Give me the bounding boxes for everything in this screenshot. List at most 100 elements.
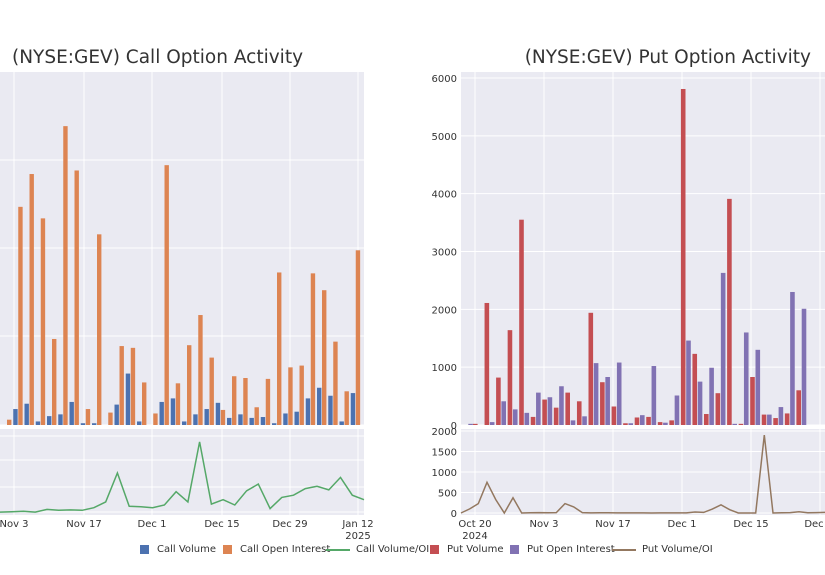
call-open-interest-bar bbox=[243, 377, 248, 425]
put-x-tick-sublabel: 2024 bbox=[462, 531, 487, 542]
call-open-interest-bar bbox=[232, 376, 237, 425]
put-volume-bar bbox=[796, 390, 801, 425]
put-chart-title: (NYSE:GEV) Put Option Activity bbox=[524, 47, 811, 68]
legend-item[interactable]: Call Volume bbox=[140, 544, 216, 555]
call-volume-oi-line bbox=[0, 441, 365, 513]
put-volume-bar bbox=[576, 401, 582, 425]
put-ratio-y-tick-label: 500 bbox=[438, 489, 457, 500]
call-volume-bar bbox=[339, 421, 344, 425]
call-open-interest-bar bbox=[265, 378, 271, 425]
call-open-interest-bar bbox=[198, 315, 203, 425]
put-y-tick-label: 6000 bbox=[432, 74, 457, 85]
call-x-tick-label: Dec 15 bbox=[204, 519, 239, 530]
call-open-interest-bar bbox=[355, 250, 361, 425]
put-y-tick-label: 4000 bbox=[432, 190, 457, 201]
call-volume-bar bbox=[159, 401, 164, 425]
put-volume-bar bbox=[519, 219, 524, 425]
put-open-interest-bar bbox=[674, 395, 680, 425]
call-volume-bar bbox=[58, 414, 63, 425]
put-volume-bar bbox=[646, 416, 651, 425]
put-volume-bar bbox=[784, 413, 790, 425]
put-open-interest-bar bbox=[593, 363, 599, 425]
put-open-interest-bar bbox=[743, 332, 749, 425]
legend-item[interactable]: Call Open Interest bbox=[223, 544, 330, 555]
call-volume-bar bbox=[305, 398, 311, 425]
call-open-interest-bar bbox=[288, 367, 293, 425]
put-open-interest-bar bbox=[732, 423, 737, 425]
call-open-interest-bar bbox=[254, 407, 259, 425]
put-volume-bar bbox=[715, 393, 721, 425]
call-x-tick-label: Dec 29 bbox=[272, 519, 307, 530]
call-volume-bar bbox=[328, 395, 333, 425]
put-volume-bar bbox=[761, 414, 767, 425]
call-volume-bar bbox=[249, 417, 254, 425]
call-volume-bar bbox=[13, 409, 18, 425]
legend-box-swatch bbox=[140, 545, 149, 554]
put-ratio-y-tick-label: 2000 bbox=[432, 427, 457, 438]
put-open-interest-bar bbox=[790, 291, 795, 425]
put-open-interest-bar bbox=[570, 420, 576, 425]
put-open-interest-bar bbox=[524, 412, 530, 425]
call-x-tick-sublabel: 2025 bbox=[345, 531, 370, 542]
call-volume-bar bbox=[260, 417, 266, 425]
put-open-interest-bar bbox=[582, 416, 587, 425]
put-volume-bar bbox=[565, 392, 570, 425]
put-open-interest-bar bbox=[663, 422, 668, 425]
call-x-tick-label: Nov 3 bbox=[0, 519, 29, 530]
call-volume-bar bbox=[24, 403, 29, 425]
put-volume-bar bbox=[634, 417, 640, 425]
call-open-interest-bar bbox=[310, 273, 316, 425]
put-volume-bar bbox=[773, 418, 778, 425]
call-open-interest-bar bbox=[175, 383, 181, 425]
put-open-interest-bar bbox=[468, 423, 473, 425]
call-open-interest-bar bbox=[18, 206, 23, 425]
put-volume-bar bbox=[553, 407, 559, 425]
legend-item[interactable]: Put Volume/OI bbox=[612, 544, 713, 555]
put-open-interest-bar bbox=[536, 392, 541, 425]
call-open-interest-bar bbox=[130, 347, 136, 425]
put-bar-plot-area bbox=[461, 72, 825, 425]
put-y-tick-label: 1000 bbox=[432, 363, 457, 374]
call-open-interest-bar bbox=[29, 174, 34, 425]
put-open-interest-bar bbox=[559, 386, 564, 425]
put-open-interest-bar bbox=[767, 414, 772, 425]
put-open-interest-bar bbox=[489, 422, 495, 425]
put-ratio-y-tick-label: 1500 bbox=[432, 448, 457, 459]
call-open-interest-bar bbox=[299, 365, 304, 425]
call-x-tick-label: Nov 17 bbox=[66, 519, 101, 530]
legend-item[interactable]: Put Volume bbox=[430, 544, 503, 555]
put-volume-bar bbox=[611, 406, 617, 425]
call-volume-bar bbox=[35, 421, 41, 425]
call-open-interest-bar bbox=[63, 126, 68, 425]
legend-item[interactable]: Put Open Interest bbox=[510, 544, 615, 555]
call-open-interest-bar bbox=[108, 412, 113, 425]
put-volume-bar bbox=[530, 416, 536, 425]
call-open-interest-bar bbox=[85, 409, 91, 425]
legend-line-swatch bbox=[326, 548, 350, 551]
put-x-tick-label: Dec 1 bbox=[668, 519, 697, 530]
put-volume-bar bbox=[657, 422, 663, 425]
call-volume-bar bbox=[114, 404, 119, 425]
legend: Call Volume Call Open Interest Call Volume… bbox=[0, 544, 825, 560]
put-open-interest-bar bbox=[755, 349, 761, 425]
call-volume-bar bbox=[69, 401, 74, 425]
legend-item[interactable]: Call Volume/OI bbox=[326, 544, 429, 555]
call-open-interest-bar bbox=[119, 346, 124, 425]
put-volume-bar bbox=[600, 382, 605, 425]
put-open-interest-bar bbox=[640, 415, 645, 425]
put-open-interest-bar bbox=[547, 397, 553, 425]
put-y-tick-label: 2000 bbox=[432, 305, 457, 316]
call-open-interest-bar bbox=[333, 341, 338, 425]
legend-label: Call Volume bbox=[157, 544, 217, 555]
put-open-interest-bar bbox=[605, 376, 610, 425]
put-open-interest-bar bbox=[651, 366, 657, 425]
legend-box-swatch bbox=[510, 545, 519, 554]
put-x-tick-label: Nov 17 bbox=[595, 519, 630, 530]
call-volume-bar bbox=[238, 414, 243, 425]
call-open-interest-bar bbox=[277, 272, 282, 425]
call-volume-bar bbox=[92, 423, 97, 425]
legend-label: Put Open Interest bbox=[527, 544, 615, 555]
put-open-interest-bar bbox=[697, 381, 703, 425]
call-volume-bar bbox=[170, 398, 176, 425]
call-volume-bar bbox=[80, 423, 86, 425]
